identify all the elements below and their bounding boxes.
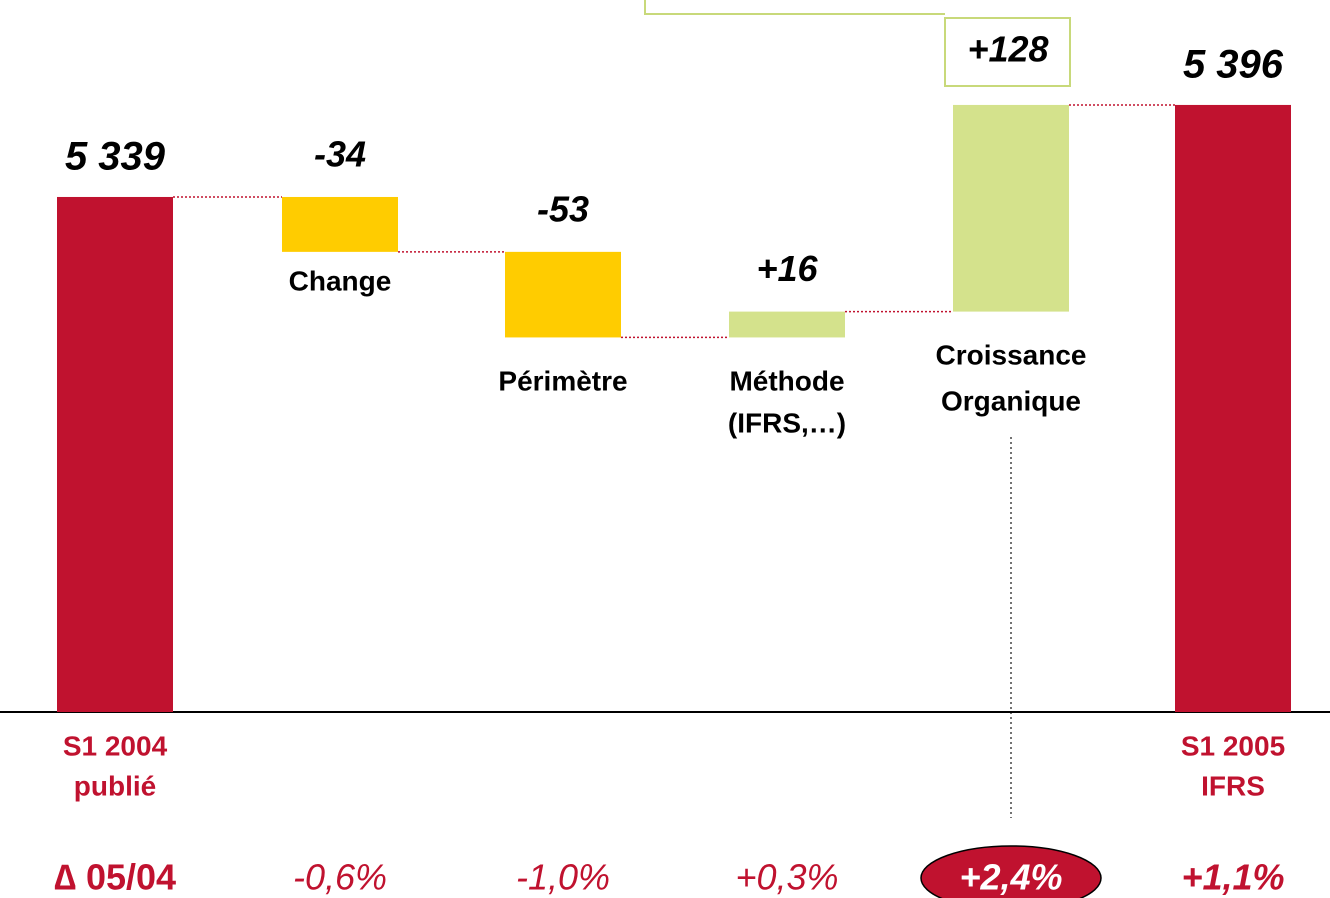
category-label: S1 2004 — [63, 730, 168, 761]
category-label: Organique — [941, 385, 1081, 416]
growth-title: ∆ 05/04 — [54, 857, 176, 898]
category-label: S1 2005 — [1181, 730, 1285, 761]
category-label: publié — [74, 770, 156, 801]
value-label: +128 — [967, 29, 1048, 70]
category-label: IFRS — [1201, 770, 1265, 801]
value-label: -34 — [314, 133, 366, 174]
value-label: 5 339 — [65, 135, 166, 179]
highlight — [920, 845, 1102, 898]
category-label: Croissance — [936, 339, 1087, 370]
growth-label: -1,0% — [516, 857, 610, 898]
bar — [282, 196, 398, 252]
value-label: 5 396 — [1183, 43, 1284, 87]
bar — [505, 251, 621, 338]
value-label: -53 — [537, 188, 589, 229]
growth-label: +1,1% — [1181, 857, 1284, 898]
category-label: Change — [289, 265, 392, 296]
bar — [729, 311, 845, 338]
category-label: (IFRS,…) — [728, 407, 846, 438]
category-label: Méthode — [729, 365, 844, 396]
growth-label: +2,4% — [959, 857, 1062, 898]
category-label: Périmètre — [498, 365, 627, 396]
bar — [57, 196, 173, 712]
callout-line — [644, 0, 945, 15]
bar — [1175, 104, 1291, 713]
value-box — [944, 17, 1071, 87]
growth-label: -0,6% — [293, 857, 387, 898]
value-label: +16 — [756, 248, 818, 289]
bar — [953, 104, 1069, 312]
growth-label: +0,3% — [735, 857, 838, 898]
